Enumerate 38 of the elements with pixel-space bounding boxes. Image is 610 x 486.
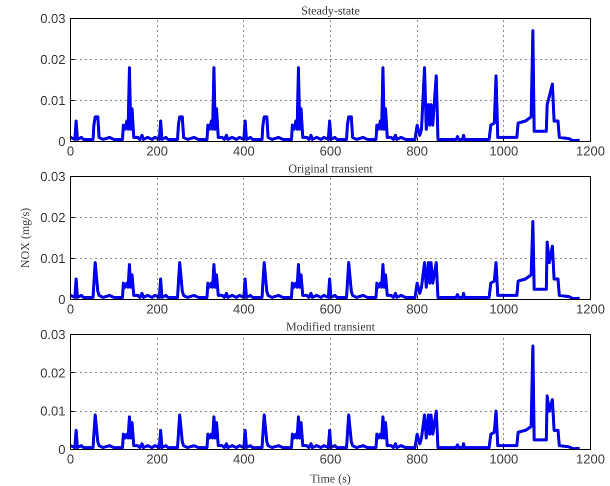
y-tick-label: 0.02 xyxy=(40,52,66,67)
x-tick-label: 400 xyxy=(232,452,255,466)
x-tick-label: 200 xyxy=(146,144,168,158)
chart-title: Original transient xyxy=(288,162,374,176)
y-tick-label: 0.03 xyxy=(40,169,66,184)
x-axis-title: Time (s) xyxy=(310,472,351,486)
chart-title: Modified transient xyxy=(286,320,376,334)
y-tick-label: 0.01 xyxy=(40,404,66,419)
x-tick-label: 1200 xyxy=(576,452,605,466)
x-tick-label: 200 xyxy=(146,302,168,316)
x-tick-label: 800 xyxy=(406,452,428,466)
y-tick-label: 0.01 xyxy=(40,251,66,266)
x-tick-label: 200 xyxy=(146,452,168,466)
y-tick-label: 0 xyxy=(58,442,66,457)
x-tick-label: 1000 xyxy=(489,452,518,466)
y-axis-title: NOX (mg/s) xyxy=(18,208,32,268)
x-tick-label: 1000 xyxy=(489,302,518,316)
y-tick-label: 0 xyxy=(58,134,66,149)
y-tick-label: 0.02 xyxy=(40,365,66,380)
y-tick-label: 0.01 xyxy=(40,93,66,108)
x-tick-label: 400 xyxy=(232,144,255,158)
y-tick-label: 0.03 xyxy=(40,327,66,342)
y-tick-label: 0.02 xyxy=(40,210,66,225)
x-tick-label: 600 xyxy=(320,144,342,158)
x-tick-label: 800 xyxy=(406,302,428,316)
x-tick-label: 600 xyxy=(320,452,342,466)
y-tick-label: 0.03 xyxy=(40,11,66,26)
x-tick-label: 1000 xyxy=(489,144,518,158)
x-tick-label: 1200 xyxy=(576,302,605,316)
chart-title: Steady-state xyxy=(301,4,360,18)
x-tick-label: 1200 xyxy=(576,144,605,158)
x-tick-label: 400 xyxy=(232,302,255,316)
x-tick-label: 800 xyxy=(406,144,428,158)
line-series xyxy=(70,220,582,300)
x-tick-label: 600 xyxy=(320,302,342,316)
y-tick-label: 0 xyxy=(58,292,66,307)
line-series xyxy=(70,29,582,142)
line-series xyxy=(70,344,582,450)
